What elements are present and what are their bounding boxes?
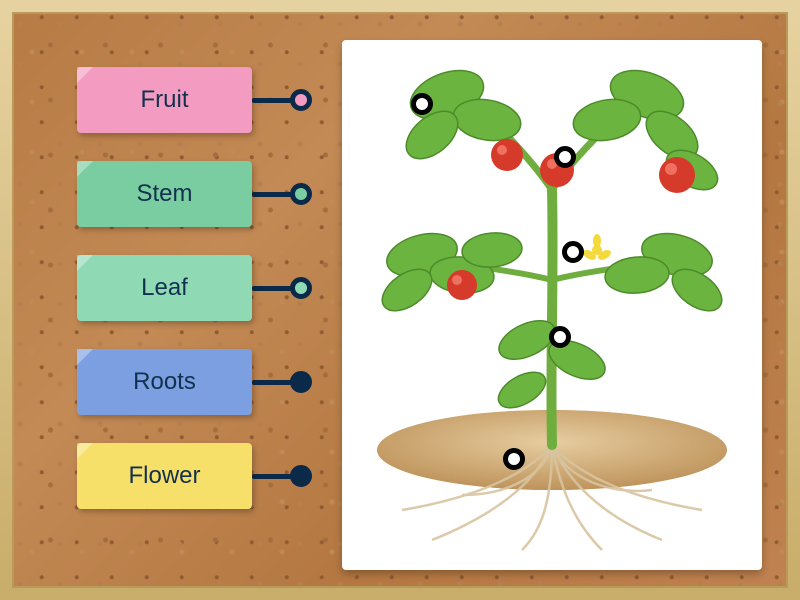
drop-target-1[interactable] [411, 93, 433, 115]
connector-endpoint[interactable] [290, 465, 312, 487]
connector-endpoint[interactable] [290, 277, 312, 299]
connector-line [252, 192, 292, 197]
drop-target-4[interactable] [549, 326, 571, 348]
plant-illustration [342, 40, 762, 570]
drop-target-3[interactable] [562, 241, 584, 263]
label-text: Leaf [141, 274, 188, 302]
label-stem[interactable]: Stem [77, 161, 252, 227]
cork-board-frame: Fruit Stem Leaf Roots [0, 0, 800, 600]
connector-line [252, 380, 292, 385]
label-flower[interactable]: Flower [77, 443, 252, 509]
connector-line [252, 286, 292, 291]
drop-target-2[interactable] [554, 146, 576, 168]
label-row-roots: Roots [77, 349, 312, 415]
labels-column: Fruit Stem Leaf Roots [77, 67, 312, 509]
label-text: Roots [133, 368, 196, 396]
connector-line [252, 98, 292, 103]
connector-endpoint[interactable] [290, 89, 312, 111]
diagram-canvas [342, 40, 762, 570]
label-row-flower: Flower [77, 443, 312, 509]
connector-endpoint[interactable] [290, 371, 312, 393]
connector-endpoint[interactable] [290, 183, 312, 205]
label-fruit[interactable]: Fruit [77, 67, 252, 133]
label-text: Stem [136, 180, 192, 208]
label-text: Fruit [141, 86, 189, 114]
label-text: Flower [128, 462, 200, 490]
drop-target-5[interactable] [503, 448, 525, 470]
connector-line [252, 474, 292, 479]
label-row-leaf: Leaf [77, 255, 312, 321]
label-leaf[interactable]: Leaf [77, 255, 252, 321]
label-roots[interactable]: Roots [77, 349, 252, 415]
label-row-fruit: Fruit [77, 67, 312, 133]
label-row-stem: Stem [77, 161, 312, 227]
